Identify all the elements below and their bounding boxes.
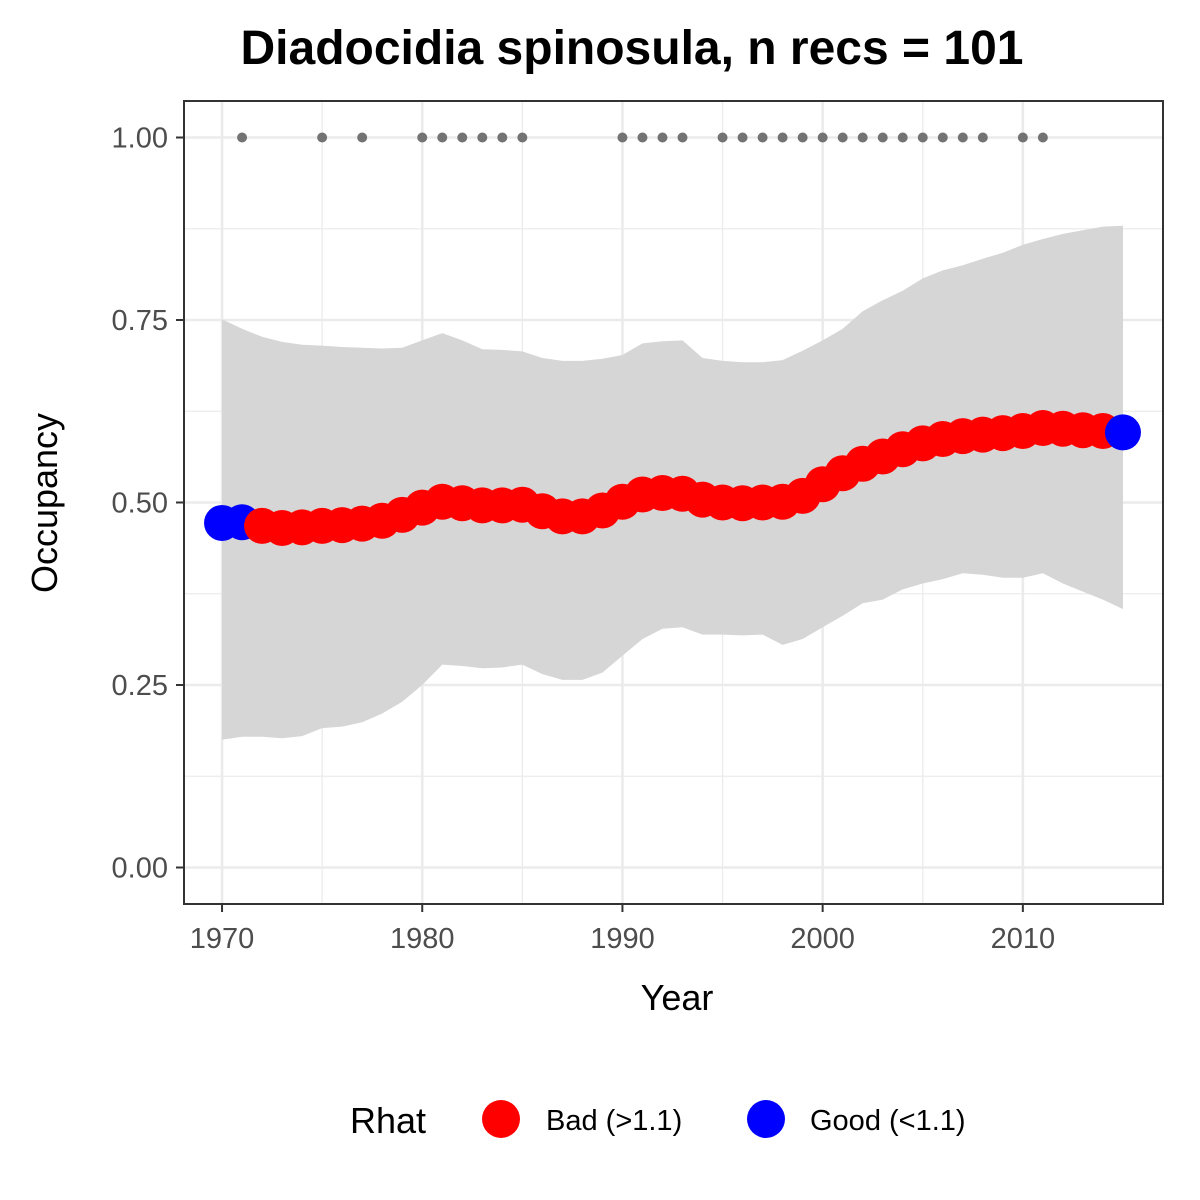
record-point bbox=[757, 132, 768, 143]
y-tick-label: 0.75 bbox=[112, 305, 168, 337]
y-tick-label: 0.00 bbox=[112, 853, 168, 885]
record-point bbox=[237, 132, 248, 143]
record-point bbox=[657, 132, 668, 143]
legend-label-good: Good (<1.1) bbox=[810, 1105, 966, 1137]
record-point bbox=[437, 132, 448, 143]
y-axis: 0.00 0.25 0.50 0.75 1.00 bbox=[112, 123, 184, 885]
record-point bbox=[817, 132, 828, 143]
record-point bbox=[457, 132, 468, 143]
record-point bbox=[717, 132, 728, 143]
record-point bbox=[937, 132, 948, 143]
occupancy-points bbox=[204, 410, 1141, 547]
record-point bbox=[957, 132, 968, 143]
record-point bbox=[637, 132, 648, 143]
y-tick-label: 0.25 bbox=[112, 670, 168, 702]
y-tick-label: 0.50 bbox=[112, 488, 168, 520]
x-axis: 1970 1980 1990 2000 2010 bbox=[190, 904, 1055, 955]
record-points bbox=[237, 132, 1048, 143]
y-axis-title: Occupancy bbox=[24, 413, 65, 593]
record-point bbox=[837, 132, 848, 143]
x-tick-label: 2010 bbox=[991, 923, 1056, 955]
legend-label-bad: Bad (>1.1) bbox=[546, 1105, 682, 1137]
record-point bbox=[1017, 132, 1028, 143]
record-point bbox=[897, 132, 908, 143]
chart-title: Diadocidia spinosula, n recs = 101 bbox=[241, 22, 1024, 75]
legend-title: Rhat bbox=[350, 1100, 426, 1141]
x-tick-label: 2000 bbox=[790, 923, 855, 955]
x-tick-label: 1980 bbox=[390, 923, 455, 955]
x-tick-label: 1970 bbox=[190, 923, 255, 955]
record-point bbox=[617, 132, 628, 143]
record-point bbox=[417, 132, 428, 143]
occupancy-point-good bbox=[1104, 414, 1141, 451]
record-point bbox=[497, 132, 508, 143]
record-point bbox=[477, 132, 488, 143]
record-point bbox=[877, 132, 888, 143]
record-point bbox=[777, 132, 788, 143]
record-point bbox=[737, 132, 748, 143]
record-point bbox=[1037, 132, 1048, 143]
record-point bbox=[977, 132, 988, 143]
legend: Rhat Bad (>1.1) Good (<1.1) bbox=[350, 1100, 966, 1141]
record-point bbox=[797, 132, 808, 143]
record-point bbox=[357, 132, 368, 143]
legend-key-bad bbox=[482, 1100, 520, 1138]
record-point bbox=[857, 132, 868, 143]
record-point bbox=[917, 132, 928, 143]
record-point bbox=[517, 132, 528, 143]
record-point bbox=[677, 132, 688, 143]
y-tick-label: 1.00 bbox=[112, 123, 168, 155]
legend-key-good bbox=[747, 1100, 785, 1138]
x-axis-title: Year bbox=[641, 977, 714, 1018]
record-point bbox=[317, 132, 328, 143]
x-tick-label: 1990 bbox=[590, 923, 655, 955]
